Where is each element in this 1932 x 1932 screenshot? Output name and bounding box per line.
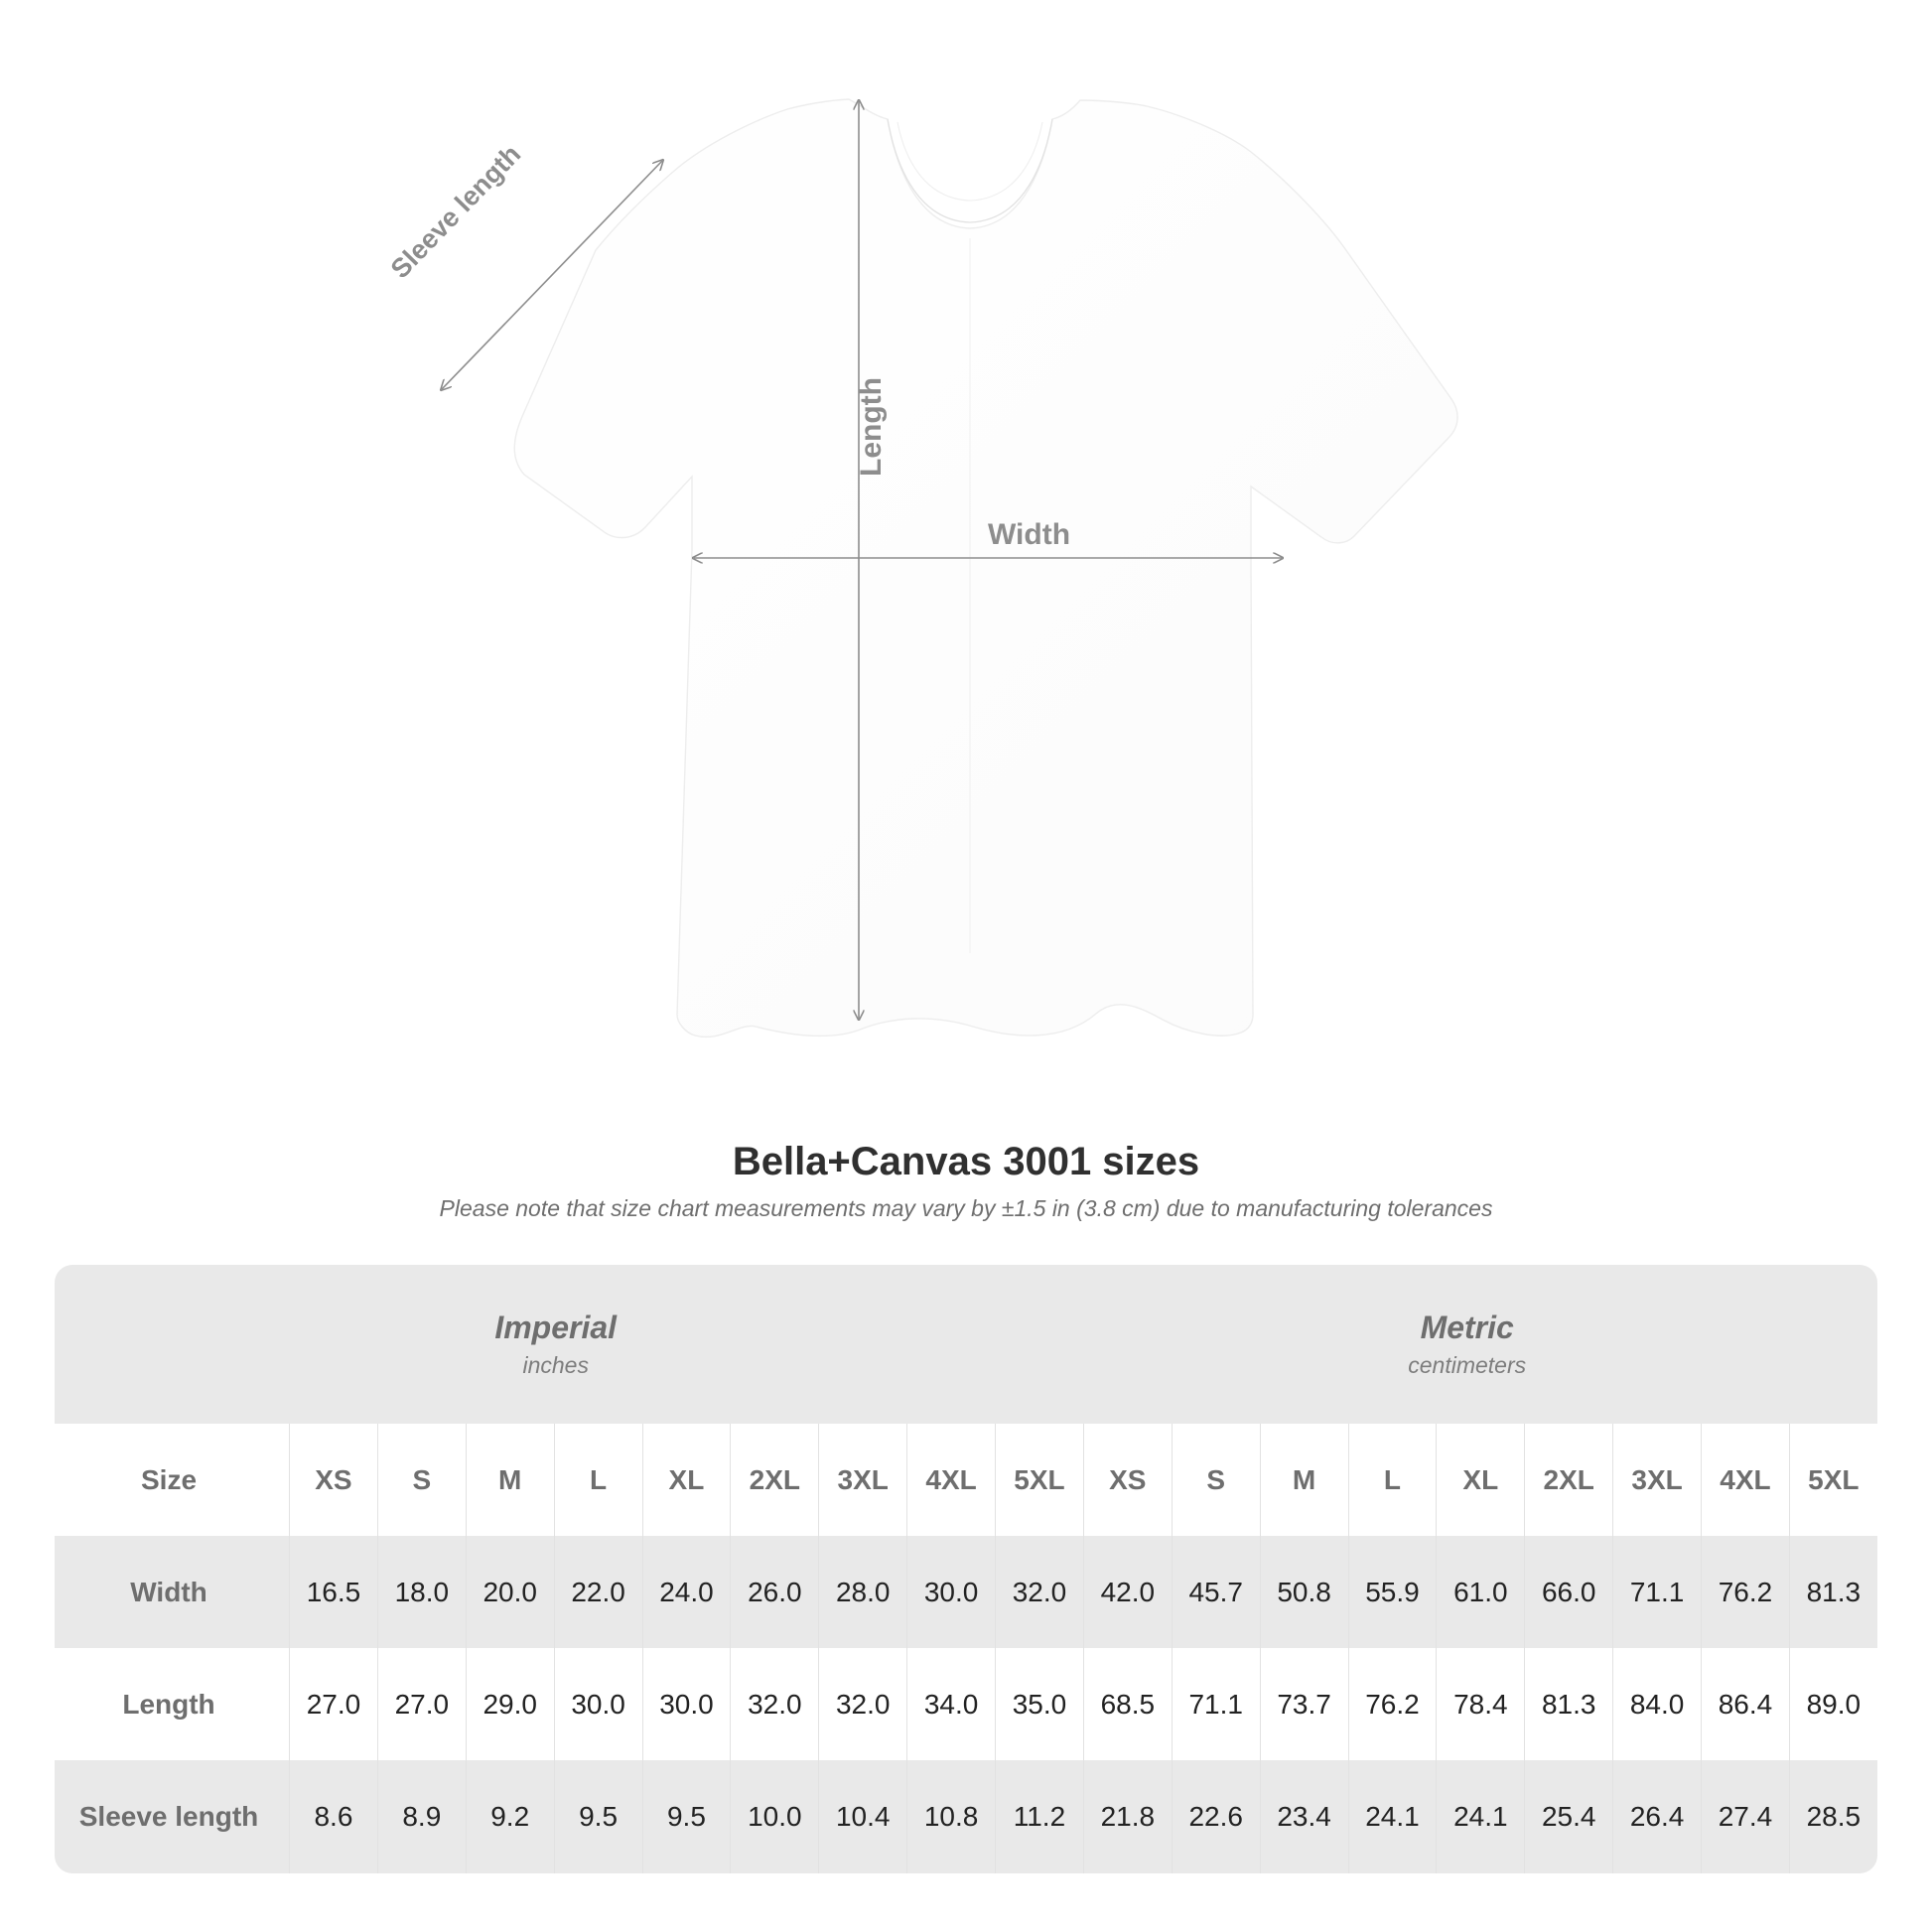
svg-text:Width: Width <box>988 518 1070 551</box>
svg-text:Length: Length <box>855 377 888 477</box>
svg-text:Sleeve length: Sleeve length <box>385 139 527 284</box>
